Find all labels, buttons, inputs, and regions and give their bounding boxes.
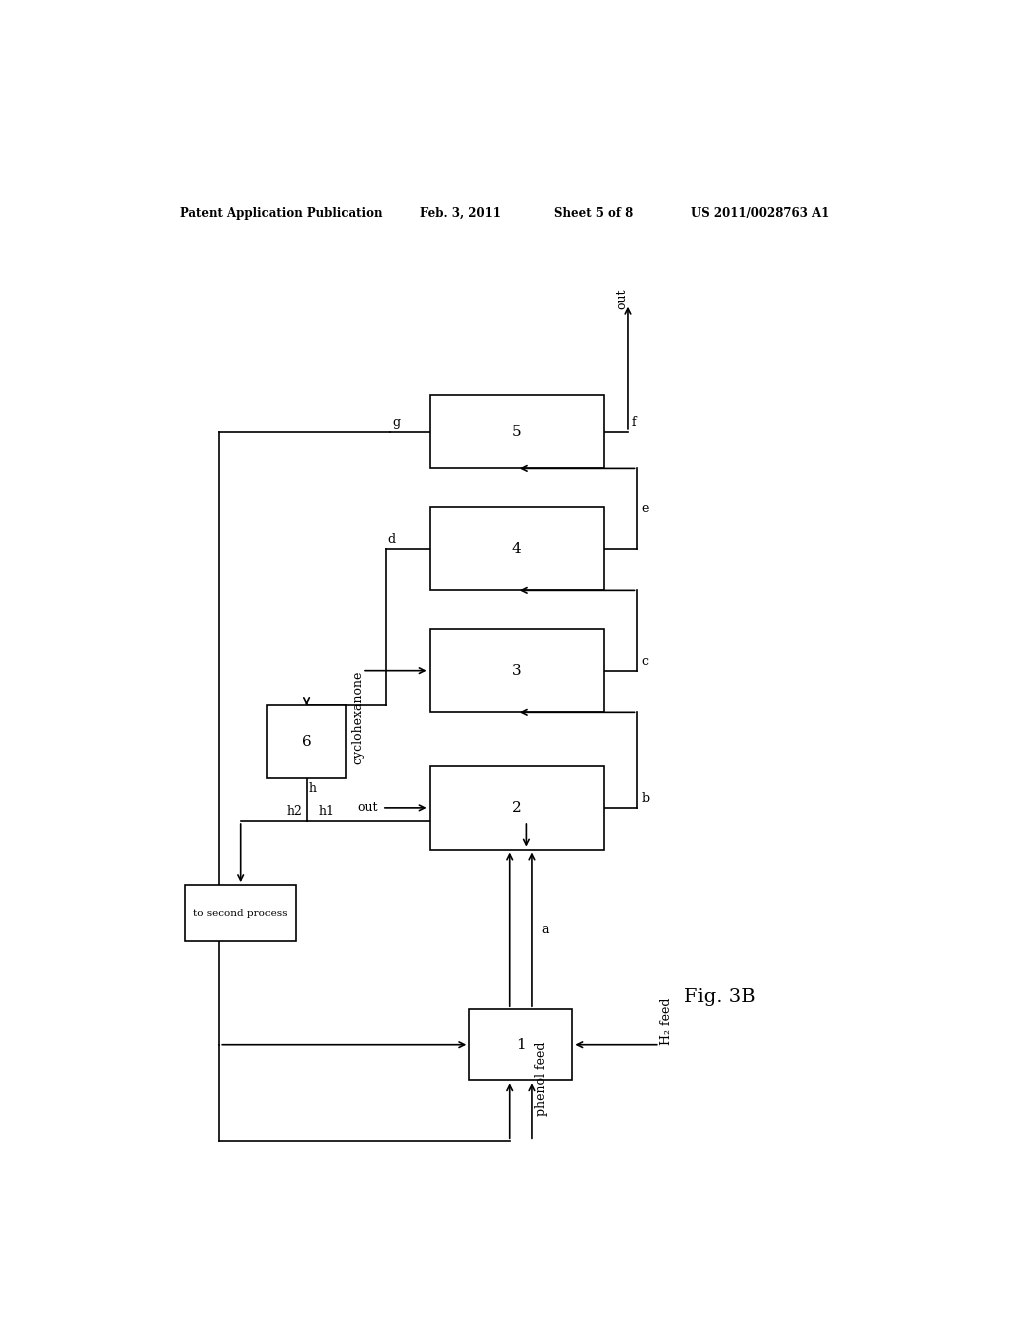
Text: d: d: [387, 533, 395, 545]
Bar: [185, 886, 296, 941]
Text: 1: 1: [516, 1038, 525, 1052]
Text: 6: 6: [302, 735, 311, 748]
Text: a: a: [542, 923, 549, 936]
Text: 4: 4: [512, 541, 522, 556]
Text: f: f: [632, 416, 637, 429]
Bar: [469, 1008, 572, 1080]
Text: b: b: [641, 792, 649, 805]
Bar: [267, 705, 346, 779]
Text: to second process: to second process: [194, 908, 288, 917]
Text: cyclohexanone: cyclohexanone: [351, 671, 365, 764]
Text: h: h: [309, 781, 317, 795]
Text: US 2011/0028763 A1: US 2011/0028763 A1: [691, 207, 829, 220]
Text: c: c: [641, 655, 648, 668]
Bar: [430, 630, 604, 713]
Text: e: e: [641, 502, 649, 515]
Text: g: g: [392, 416, 400, 429]
Bar: [430, 395, 604, 469]
Text: Fig. 3B: Fig. 3B: [684, 987, 755, 1006]
Text: out: out: [615, 288, 628, 309]
Bar: [430, 766, 604, 850]
Text: out: out: [357, 801, 378, 814]
Text: Patent Application Publication: Patent Application Publication: [179, 207, 382, 220]
Text: Feb. 3, 2011: Feb. 3, 2011: [420, 207, 501, 220]
Text: 5: 5: [512, 425, 521, 438]
Text: h2: h2: [287, 805, 303, 818]
Bar: [430, 507, 604, 590]
Text: h1: h1: [318, 805, 335, 818]
Text: phenol feed: phenol feed: [535, 1041, 548, 1115]
Text: Sheet 5 of 8: Sheet 5 of 8: [554, 207, 634, 220]
Text: H₂ feed: H₂ feed: [659, 997, 673, 1044]
Text: 3: 3: [512, 664, 521, 677]
Text: 2: 2: [512, 801, 522, 814]
